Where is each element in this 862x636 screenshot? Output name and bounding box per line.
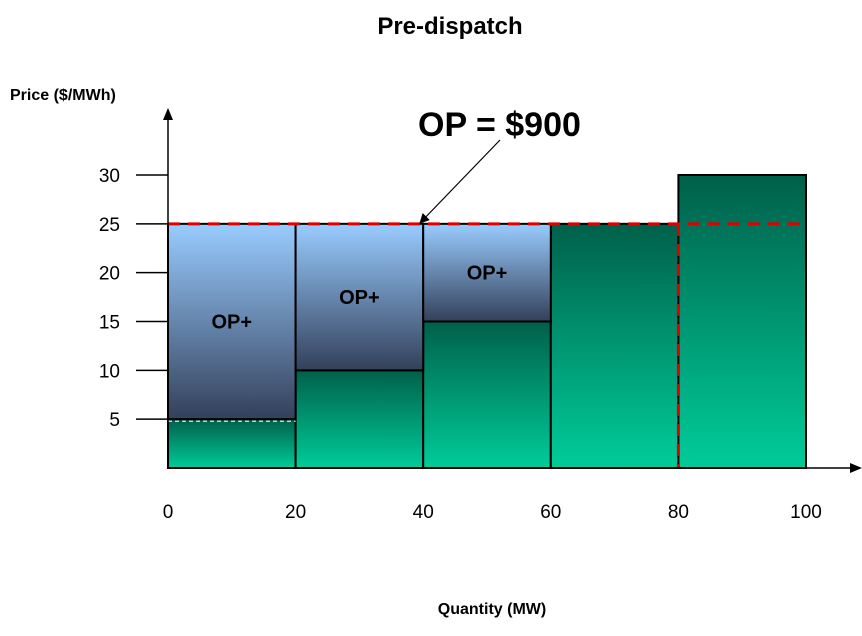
chart-title: Pre-dispatch [377, 13, 522, 40]
y-axis-label: Price ($/MWh) [10, 87, 116, 104]
x-tick-label: 100 [790, 502, 822, 523]
op-total-annotation: OP = $900 [418, 106, 581, 144]
op-payment-2 [294, 222, 425, 372]
offer-bar-2 [294, 369, 425, 470]
y-tick-label: 10 [99, 361, 120, 382]
op-payment-1 [167, 222, 297, 421]
x-tick-label: 20 [285, 502, 306, 523]
x-tick-label: 0 [163, 502, 174, 523]
x-axis-label: Quantity (MW) [438, 601, 546, 618]
offer-bar-1 [167, 418, 297, 469]
y-tick-label: 30 [99, 166, 120, 187]
annotation-arrow [419, 139, 501, 224]
y-tick-label: 15 [99, 313, 120, 334]
op-payment-label-3: OP+ [467, 263, 508, 285]
x-tick-label: 60 [540, 502, 561, 523]
offer-bar-3 [422, 320, 552, 469]
y-axis-arrow-icon [163, 108, 173, 120]
x-axis-arrow-icon [850, 463, 862, 473]
x-tick-label: 80 [668, 502, 689, 523]
y-tick-label: 20 [99, 264, 120, 285]
x-tick-label: 40 [413, 502, 434, 523]
offer-bar-4 [549, 222, 680, 469]
offer-bar-5 [677, 174, 808, 469]
op-payment-label-1: OP+ [212, 312, 253, 334]
op-payment-label-2: OP+ [339, 287, 380, 309]
y-tick-label: 25 [99, 215, 120, 236]
op-payment-3 [422, 222, 552, 323]
y-tick-label: 5 [109, 410, 120, 431]
